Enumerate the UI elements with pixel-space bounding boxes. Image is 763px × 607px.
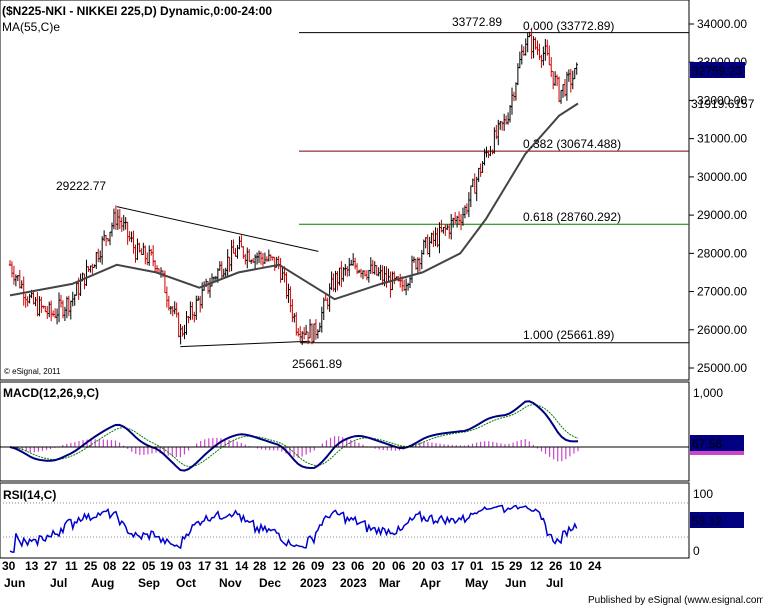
- x-day-label: 23: [332, 559, 346, 573]
- macd-value-box: [690, 435, 744, 451]
- price-tick-label: 26000.00: [697, 323, 747, 337]
- x-month-label: Apr: [420, 576, 441, 590]
- rsi-value: 53.12: [692, 514, 722, 528]
- x-month-label: 2023: [340, 576, 367, 590]
- x-day-label: 11: [65, 559, 78, 573]
- x-day-label: 06: [351, 559, 365, 573]
- x-day-label: 19: [160, 559, 174, 573]
- price-panel: [0, 0, 690, 381]
- watermark: © eSignal, 2011: [4, 367, 61, 376]
- x-day-label: 20: [412, 559, 426, 573]
- x-month-label: Nov: [219, 576, 242, 590]
- ma-label: MA(55,C)e: [2, 20, 60, 34]
- x-day-label: 26: [292, 559, 306, 573]
- x-day-label: 08: [103, 559, 117, 573]
- x-day-label: 22: [122, 559, 136, 573]
- x-day-label: 15: [491, 559, 505, 573]
- last-price-box: [690, 62, 745, 78]
- x-day-label: 28: [253, 559, 267, 573]
- x-month-label: Oct: [176, 576, 196, 590]
- x-day-label: 31: [215, 559, 229, 573]
- x-day-label: 09: [311, 559, 325, 573]
- footer: Published by eSignal (www.esignal.com): [588, 595, 763, 606]
- x-month-label: Sep: [138, 576, 160, 590]
- chart-title: ($N225-NKI - NIKKEI 225,D) Dynamic,0:00-…: [2, 4, 272, 18]
- x-day-label: 26: [549, 559, 563, 573]
- x-month-label: Jun: [505, 576, 526, 590]
- left-high-label: 29222.77: [56, 179, 106, 193]
- ma55-line: [9, 102, 579, 301]
- price-tick-label: 30000.00: [697, 170, 747, 184]
- macd-panel: [0, 381, 690, 482]
- x-day-label: 30: [2, 559, 16, 573]
- x-day-label: 27: [44, 559, 58, 573]
- x-day-label: 05: [142, 559, 156, 573]
- price-tick-label: 32000.00: [697, 93, 747, 107]
- x-day-label: 13: [25, 559, 39, 573]
- high-label: 33772.89: [452, 15, 502, 29]
- rsi-tick-0: 0: [693, 544, 700, 558]
- rsi-value-box: [690, 512, 744, 528]
- price-tick-label: 25000.00: [697, 361, 747, 375]
- fib-label-0618: 0.618 (28760.292): [523, 210, 621, 224]
- price-tick-label: 29000.00: [697, 208, 747, 222]
- ma-value: 31919.6157: [691, 97, 755, 111]
- x-day-label: 14: [235, 559, 249, 573]
- rsi-tick-100: 100: [693, 487, 713, 501]
- support-trendline: [180, 340, 311, 348]
- macd-line: [9, 400, 579, 472]
- rsi-label: RSI(14,C): [3, 488, 56, 502]
- x-day-label: 17: [451, 559, 465, 573]
- x-day-label: 03: [431, 559, 445, 573]
- x-day-label: 12: [273, 559, 287, 573]
- x-day-label: 12: [530, 559, 544, 573]
- price-tick-label: 27000.00: [697, 285, 747, 299]
- macd-hist-value-box: [690, 451, 744, 455]
- x-month-label: Jul: [50, 576, 67, 590]
- last-price: 32759.23: [692, 64, 742, 78]
- macd-signal-line: [9, 404, 579, 468]
- x-day-label: 03: [178, 559, 192, 573]
- x-month-label: Aug: [91, 576, 114, 590]
- x-day-label: 10: [569, 559, 583, 573]
- price-tick-label: 31000.00: [697, 132, 747, 146]
- low-label: 25661.89: [292, 357, 342, 371]
- x-day-label: 17: [198, 559, 212, 573]
- price-tick-label: 34000.00: [697, 17, 747, 31]
- x-day-label: 25: [84, 559, 98, 573]
- fib-label-0: 0.000 (33772.89): [523, 19, 614, 33]
- x-month-label: Jul: [546, 576, 563, 590]
- x-day-label: 24: [588, 559, 602, 573]
- x-month-label: Mar: [379, 576, 401, 590]
- price-tick-label: 28000.00: [697, 246, 747, 260]
- x-month-label: May: [465, 576, 489, 590]
- macd-label: MACD(12,26,9,C): [3, 386, 99, 400]
- x-month-label: 2023: [300, 576, 327, 590]
- fib-label-0382: 0.382 (30674.488): [523, 137, 621, 151]
- x-month-label: Dec: [259, 576, 281, 590]
- x-day-label: 20: [372, 559, 386, 573]
- rsi-line: [9, 504, 578, 553]
- fib-label-1: 1.000 (25661.89): [523, 328, 614, 342]
- macd-value: 67.56: [692, 437, 722, 451]
- x-day-label: 01: [470, 559, 484, 573]
- x-day-label: 06: [392, 559, 406, 573]
- macd-tick: 1,000: [693, 386, 723, 400]
- x-month-label: Jun: [4, 576, 25, 590]
- resistance-trendline: [116, 206, 319, 252]
- x-day-label: 29: [509, 559, 523, 573]
